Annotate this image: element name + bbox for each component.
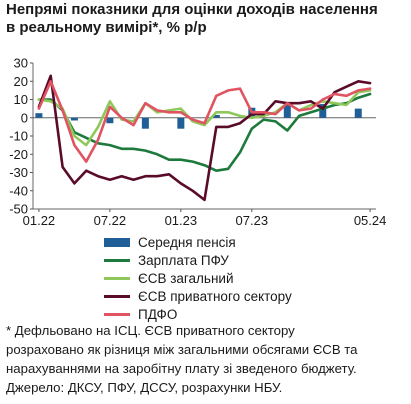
pension-bar: [212, 115, 220, 118]
legend-item-esv-private: ЄСВ приватного сектору: [104, 288, 292, 306]
y-tick-label: -40: [9, 183, 28, 198]
legend-item-pdfo: ПДФО: [104, 306, 292, 324]
footnote-line-3: нарахуваннями на заробітну плату зі звед…: [6, 361, 357, 376]
chart-title-line-1: Непрямі показники для оцінки доходів нас…: [6, 1, 378, 18]
legend-item-esv-total: ЄСВ загальний: [104, 269, 292, 287]
x-tick-label: 07.23: [236, 213, 269, 228]
y-tick-label: -10: [9, 129, 28, 144]
footnote: * Дефльовано на ІСЦ. ЄСВ приватного сект…: [6, 321, 408, 397]
footnote-line-1: * Дефльовано на ІСЦ. ЄСВ приватного сект…: [6, 323, 295, 338]
legend-swatch-esv-private: [104, 295, 130, 299]
chart-legend: Середня пенсія Зарплата ПФУ ЄСВ загальни…: [104, 233, 292, 324]
legend-item-pension: Середня пенсія: [104, 233, 292, 251]
legend-label-pension: Середня пенсія: [138, 234, 236, 250]
esv-private-line: [37, 74, 372, 202]
legend-label-esv-private: ЄСВ приватного сектору: [138, 289, 292, 305]
legend-label-esv-total: ЄСВ загальний: [138, 270, 234, 286]
legend-swatch-esv-total: [104, 276, 130, 280]
legend-swatch-pfu-salary: [104, 258, 130, 262]
y-tick-label: -20: [9, 147, 28, 162]
x-tick-label: 01.23: [165, 213, 198, 228]
legend-item-pfu-salary: Зарплата ПФУ: [104, 251, 292, 269]
y-tick-label: -30: [9, 165, 28, 180]
legend-label-pdfo: ПДФО: [138, 307, 178, 323]
y-tick-label: 30: [14, 56, 28, 71]
pension-bar: [141, 117, 149, 129]
y-tick-label: 10: [14, 92, 28, 107]
pension-bar: [106, 117, 114, 124]
x-tick-label: 07.22: [94, 213, 127, 228]
pension-bar: [70, 117, 78, 121]
pdfo-line: [37, 80, 372, 163]
pfu-salary-line: [37, 92, 372, 172]
legend-swatch-pdfo: [104, 313, 130, 317]
pension-bar: [319, 104, 327, 118]
pension-bar: [283, 104, 291, 118]
pension-bar: [177, 117, 185, 129]
legend-label-pfu-salary: Зарплата ПФУ: [138, 252, 229, 268]
chart-title: Непрямі показники для оцінки доходів нас…: [6, 1, 408, 37]
y-tick-label: 0: [21, 110, 28, 125]
pension-bar: [354, 108, 362, 118]
y-tick-label: -50: [9, 202, 28, 217]
y-tick-label: 20: [14, 74, 28, 89]
x-tick-label: 01.22: [23, 213, 56, 228]
legend-swatch-pension: [104, 237, 130, 247]
pension-bar: [35, 113, 43, 118]
chart-title-line-2: в реальному вимірі*, % р/р: [6, 19, 207, 36]
x-tick-label: 05.24: [354, 213, 387, 228]
footnote-line-2: розраховано як різниця між загальними об…: [6, 342, 358, 357]
footnote-line-4: Джерело: ДКСУ, ПФУ, ДССУ, розрахунки НБУ…: [6, 380, 283, 395]
